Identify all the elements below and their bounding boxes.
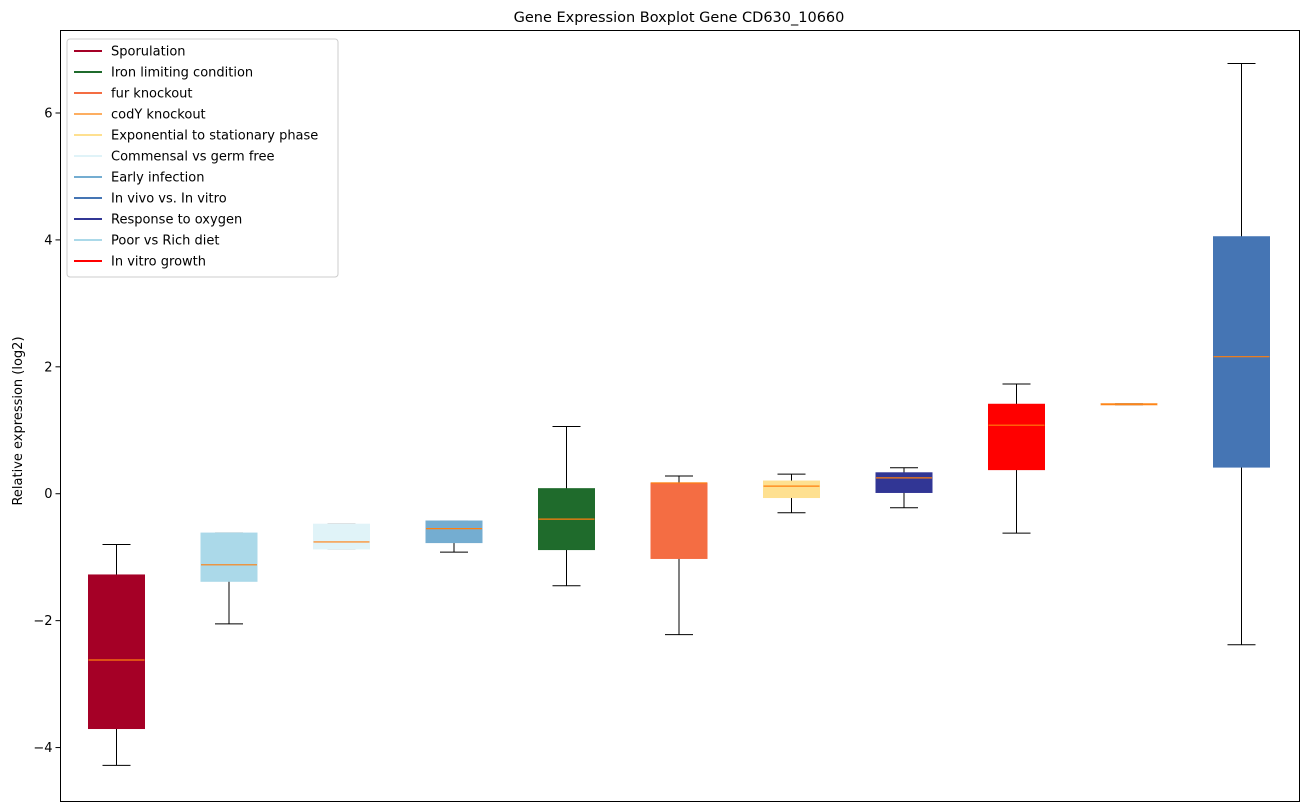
legend-entry: Poor vs Rich diet	[74, 234, 219, 249]
legend-label: Exponential to stationary phase	[111, 129, 318, 144]
legend-entry: Sporulation	[74, 45, 186, 60]
legend-entry: fur knockout	[74, 87, 193, 102]
box-body	[763, 480, 820, 499]
y-tick-label: 6	[44, 106, 52, 121]
box-body	[875, 472, 933, 493]
box-body	[1213, 236, 1270, 468]
legend-entry: Iron limiting condition	[74, 66, 253, 81]
legend-label: Response to oxygen	[111, 213, 242, 228]
legend-label: fur knockout	[111, 87, 193, 102]
chart-title: Gene Expression Boxplot Gene CD630_10660	[514, 10, 845, 26]
box-1	[88, 544, 145, 766]
legend-label: In vivo vs. In vitro	[111, 192, 227, 207]
y-tick-label: 4	[44, 233, 52, 248]
legend-frame	[66, 38, 339, 278]
y-tick-label: 0	[44, 487, 52, 502]
y-axis-label: Relative expression (log2)	[11, 336, 26, 505]
legend-entry: Response to oxygen	[74, 213, 242, 228]
legend-entry: In vitro growth	[74, 255, 206, 270]
box-3	[313, 523, 370, 550]
legend-label: Poor vs Rich diet	[111, 234, 219, 249]
legend-entry: Exponential to stationary phase	[74, 129, 318, 144]
y-tick-label: 2	[44, 360, 52, 375]
y-axis: −4 −2 0 2 4 6	[33, 106, 61, 756]
box-2	[200, 532, 258, 625]
box-6	[650, 475, 708, 636]
box-body	[200, 532, 258, 582]
box-8	[875, 467, 933, 509]
box-5	[538, 425, 595, 587]
box-4	[425, 520, 483, 553]
legend-label: Early infection	[111, 171, 204, 186]
legend-label: Commensal vs germ free	[111, 150, 274, 165]
box-body	[988, 403, 1045, 471]
legend-entry: Commensal vs germ free	[74, 150, 274, 165]
legend-entry: In vivo vs. In vitro	[74, 192, 227, 207]
box-9	[988, 383, 1045, 534]
box-body	[88, 574, 145, 730]
y-tick-label: −2	[33, 614, 52, 629]
legend-entry: Early infection	[74, 171, 204, 186]
box-11	[1213, 62, 1270, 646]
boxes-layer	[88, 62, 1270, 766]
box-body	[425, 520, 483, 544]
legend-label: Iron limiting condition	[111, 66, 253, 81]
box-body	[313, 523, 370, 550]
box-10	[1100, 403, 1158, 406]
legend-label: In vitro growth	[111, 255, 206, 270]
legend-entry: codY knockout	[74, 108, 206, 123]
box-body	[650, 482, 708, 559]
legend-label: codY knockout	[111, 108, 206, 123]
legend: Sporulation Iron limiting condition fur kn…	[66, 38, 339, 278]
legend-label: Sporulation	[111, 45, 186, 60]
plot-frame	[60, 30, 1300, 802]
y-tick-label: −4	[33, 741, 52, 756]
box-7	[763, 473, 820, 514]
